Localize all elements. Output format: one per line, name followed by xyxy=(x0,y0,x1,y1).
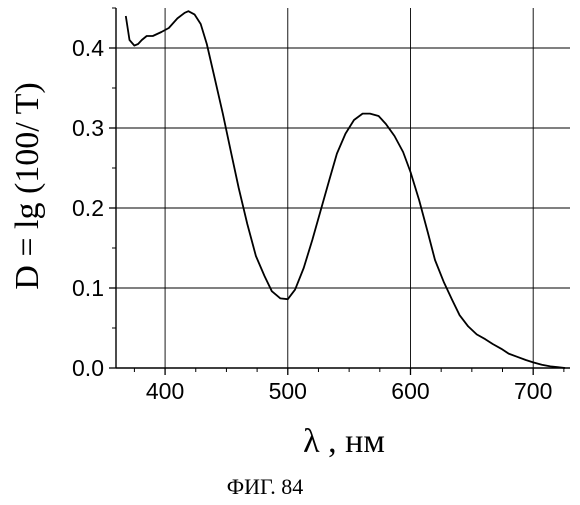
x-axis-title: λ , нм xyxy=(303,423,385,460)
axis-ticks xyxy=(109,7,565,375)
x-tick-label: 500 xyxy=(269,378,307,404)
y-tick-label: 0.2 xyxy=(72,195,104,221)
series-line xyxy=(124,10,566,369)
series-layer xyxy=(124,10,566,369)
x-tick-label: 400 xyxy=(146,378,184,404)
x-tick-label: 700 xyxy=(514,378,552,404)
y-tick-label: 0.0 xyxy=(72,355,104,381)
tick-labels: 400 500 600 700 0.0 0.1 0.2 0.3 0.4 xyxy=(72,35,552,404)
x-tick-label: 600 xyxy=(391,378,429,404)
y-tick-label: 0.1 xyxy=(72,275,104,301)
y-tick-label: 0.3 xyxy=(72,115,104,141)
figure-caption: ФИГ. 84 xyxy=(227,474,304,499)
grid xyxy=(116,8,570,368)
plot-frame xyxy=(115,8,570,369)
y-tick-label: 0.4 xyxy=(72,35,104,61)
y-axis-title: D = lg (100/ T) xyxy=(9,82,46,289)
